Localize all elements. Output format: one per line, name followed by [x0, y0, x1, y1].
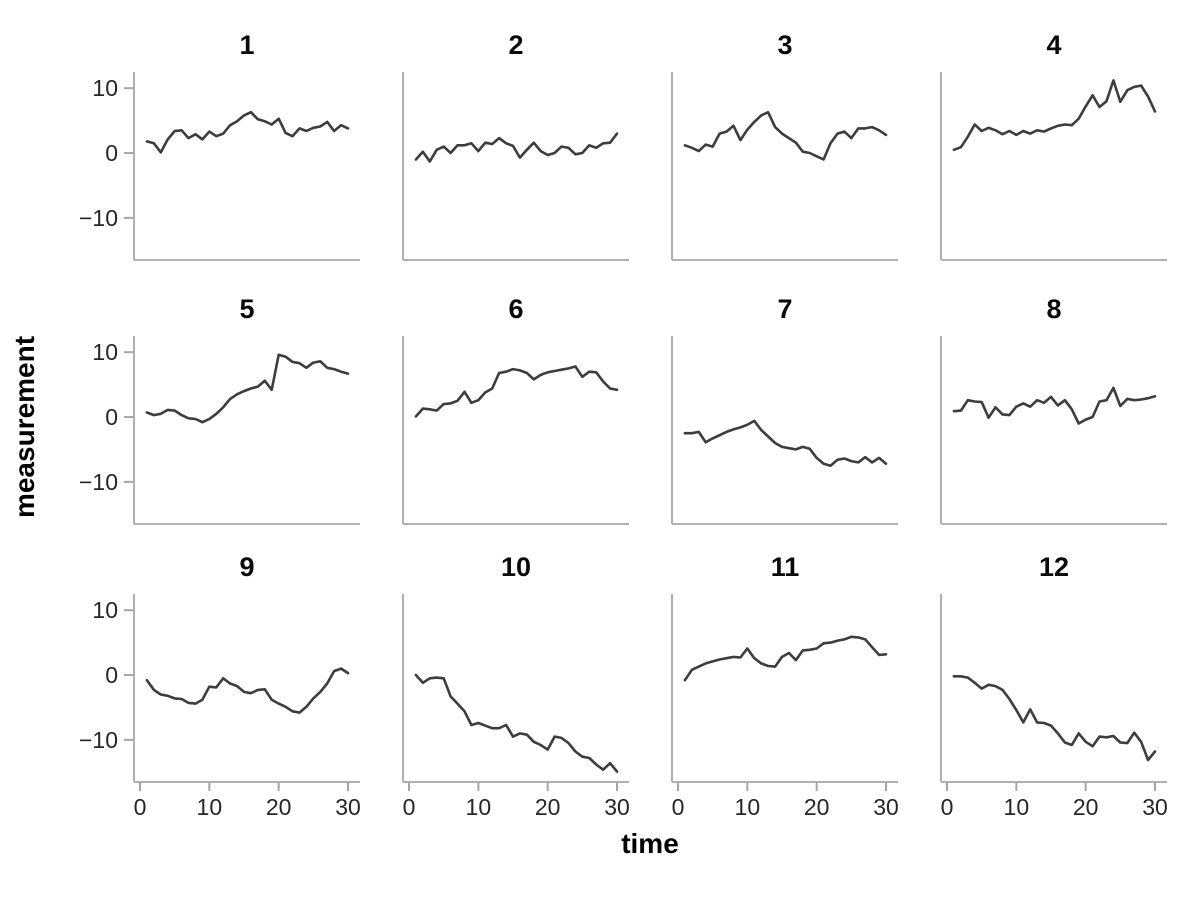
facet-panel-11: 11 0 10 20 30 [671, 552, 899, 820]
facet-title: 9 [239, 552, 254, 582]
series-line [145, 667, 350, 714]
series-line [683, 419, 888, 468]
facet-title: 5 [239, 294, 254, 324]
facet-title: 10 [501, 552, 531, 582]
y-tick-label: −10 [79, 205, 118, 231]
x-tick-label: 0 [403, 794, 416, 820]
y-axis-title: measurement [9, 336, 40, 518]
y-tick-label: 10 [92, 339, 118, 365]
facet-title: 6 [508, 294, 523, 324]
series-line [952, 386, 1157, 425]
facet-panel-2: 2 [402, 30, 629, 261]
x-tick-label: 10 [466, 794, 492, 820]
series-line [414, 365, 619, 418]
series-line [414, 673, 619, 773]
y-tick-label: 0 [105, 140, 118, 166]
facet-title: 8 [1046, 294, 1061, 324]
y-tick-label: −10 [79, 469, 118, 495]
y-tick-label: 10 [92, 75, 118, 101]
facet-title: 11 [771, 552, 800, 582]
facet-panel-12: 12 0 10 20 30 [940, 552, 1168, 820]
x-tick-label: 0 [941, 794, 954, 820]
facet-panel-3: 3 [671, 30, 898, 261]
facet-panel-5: 5 10 0 −10 [79, 294, 360, 525]
series-line [952, 674, 1157, 762]
facet-title: 1 [239, 30, 254, 60]
y-tick-label: 0 [105, 662, 118, 688]
facet-panel-8: 8 [940, 294, 1167, 525]
facet-title: 7 [777, 294, 792, 324]
x-tick-label: 20 [1073, 794, 1099, 820]
series-line [952, 79, 1157, 152]
x-axis-title: time [621, 828, 679, 859]
facet-panel-6: 6 [402, 294, 629, 525]
series-line [414, 132, 619, 163]
facet-panel-10: 10 0 10 20 30 [402, 552, 630, 820]
x-tick-label: 0 [134, 794, 147, 820]
facet-title: 12 [1039, 552, 1069, 582]
x-tick-label: 30 [1142, 794, 1168, 820]
y-tick-label: 0 [105, 404, 118, 430]
facet-panel-7: 7 [671, 294, 898, 525]
x-tick-label: 20 [535, 794, 561, 820]
x-tick-label: 30 [604, 794, 630, 820]
y-tick-label: −10 [79, 727, 118, 753]
x-tick-label: 10 [1004, 794, 1030, 820]
facet-title: 4 [1046, 30, 1061, 60]
series-line [683, 110, 888, 161]
x-tick-label: 20 [266, 794, 292, 820]
x-tick-label: 30 [873, 794, 899, 820]
series-line [145, 353, 350, 424]
facet-panel-4: 4 [940, 30, 1167, 261]
facet-panel-9: 9 10 0 −10 0 10 20 30 [79, 552, 361, 820]
facet-title: 3 [777, 30, 792, 60]
series-line [145, 110, 350, 154]
x-tick-label: 30 [335, 794, 361, 820]
x-tick-label: 0 [672, 794, 685, 820]
facet-title: 2 [508, 30, 523, 60]
x-tick-label: 10 [735, 794, 761, 820]
series-line [683, 635, 888, 682]
facet-panel-1: 1 10 0 −10 [79, 30, 360, 261]
x-tick-label: 20 [804, 794, 830, 820]
x-tick-label: 10 [197, 794, 223, 820]
y-tick-label: 10 [92, 597, 118, 623]
